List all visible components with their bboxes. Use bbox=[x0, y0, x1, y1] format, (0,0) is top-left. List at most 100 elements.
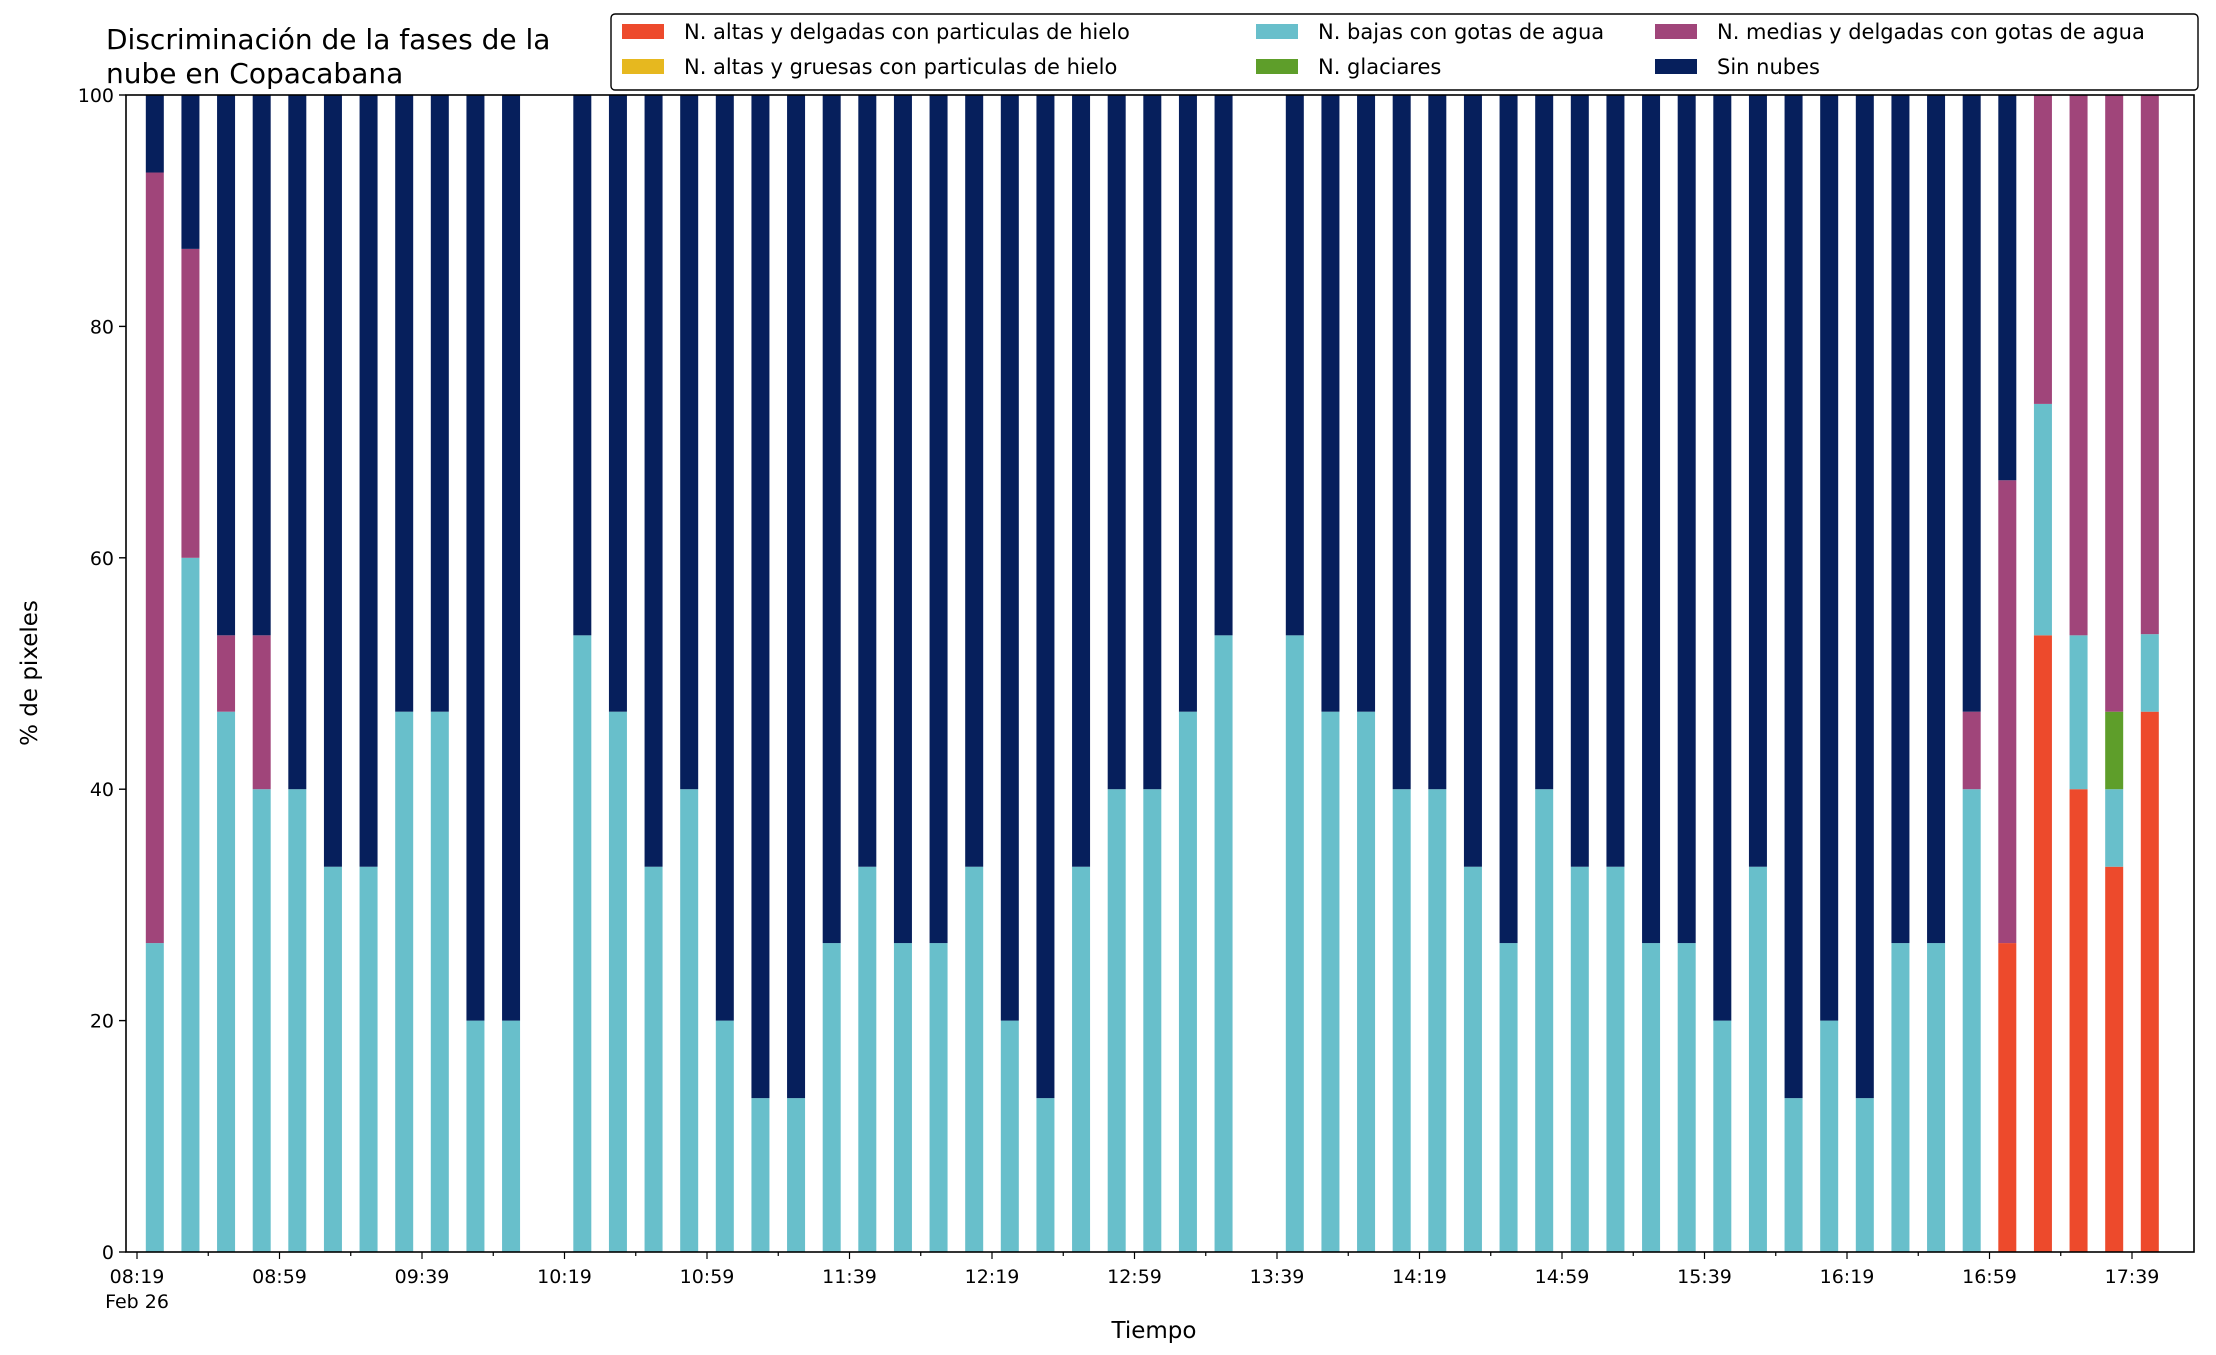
bar-segment-1414-s5 bbox=[1392, 95, 1411, 790]
bar-segment-0924-s5 bbox=[359, 95, 378, 867]
bar-segment-1254-s5 bbox=[1107, 95, 1126, 790]
bar-segment-1304-s2 bbox=[1143, 789, 1162, 1252]
y-axis: 0 20 40 60 80 100 bbox=[78, 85, 126, 1264]
x-tick-label: 13:39 bbox=[1250, 1266, 1305, 1288]
bar-segment-1614-s2 bbox=[1820, 1020, 1839, 1252]
bar-segment-1704-s4 bbox=[1998, 480, 2017, 944]
bar-segment-1744-s2 bbox=[2140, 634, 2159, 712]
bar-segment-1214-s5 bbox=[965, 95, 984, 867]
bar-segment-1534-s5 bbox=[1677, 95, 1696, 944]
bar-segment-1234-s2 bbox=[1036, 1098, 1055, 1252]
bar-segment-1654-s4 bbox=[1962, 711, 1981, 790]
bar-segment-1734-s0 bbox=[2105, 866, 2124, 1252]
x-tick-label: 08:59 bbox=[252, 1266, 307, 1288]
bar-segment-1704-s0 bbox=[1998, 943, 2017, 1252]
bar-segment-1434-s2 bbox=[1463, 866, 1482, 1252]
bar-segment-1054-s5 bbox=[680, 95, 699, 790]
bar-segment-1214-s2 bbox=[965, 866, 984, 1252]
bar-segment-0844-s4 bbox=[217, 635, 236, 712]
bar-segment-0844-s2 bbox=[217, 711, 236, 1252]
bar-segment-1714-s0 bbox=[2033, 635, 2052, 1252]
y-tick-label: 0 bbox=[102, 1242, 114, 1264]
x-tick-label: 14:19 bbox=[1392, 1266, 1447, 1288]
bar-segment-1244-s5 bbox=[1072, 95, 1091, 867]
bar-segment-1304-s5 bbox=[1143, 95, 1162, 790]
bar-segment-1114-s2 bbox=[751, 1098, 770, 1252]
bar-segment-1614-s5 bbox=[1820, 95, 1839, 1021]
bar-segment-1344-s5 bbox=[1285, 95, 1304, 636]
x-tick-label: 15:39 bbox=[1677, 1266, 1732, 1288]
bar-segment-1044-s5 bbox=[644, 95, 663, 867]
bar-segment-0834-s4 bbox=[181, 248, 200, 558]
bar-segment-1524-s5 bbox=[1642, 95, 1661, 944]
bar-segment-1104-s2 bbox=[715, 1020, 734, 1252]
bar-segment-0824-s4 bbox=[145, 172, 164, 944]
bar-segment-1554-s2 bbox=[1748, 866, 1767, 1252]
legend: N. altas y delgadas con particulas de hi… bbox=[610, 13, 2199, 91]
bar-segment-1624-s5 bbox=[1855, 95, 1874, 1099]
legend-label: N. altas y gruesas con particulas de hie… bbox=[684, 55, 1117, 79]
bar-segment-1624-s2 bbox=[1855, 1098, 1874, 1252]
bar-segment-0914-s5 bbox=[323, 95, 342, 867]
bar-segment-0854-s5 bbox=[252, 95, 271, 636]
bar-segment-1454-s5 bbox=[1535, 95, 1554, 790]
y-tick-label: 40 bbox=[90, 779, 114, 801]
plot-frame bbox=[125, 94, 2195, 1253]
bar-segment-1654-s5 bbox=[1962, 95, 1981, 712]
bar-segment-1024-s2 bbox=[573, 635, 592, 1252]
legend-label: N. bajas con gotas de agua bbox=[1318, 20, 1604, 44]
x-tick-label: 16:59 bbox=[1962, 1266, 2017, 1288]
x-tick-label: 11:39 bbox=[822, 1266, 877, 1288]
bar-segment-1544-s2 bbox=[1713, 1020, 1732, 1252]
x-tick-label: 14:59 bbox=[1535, 1266, 1590, 1288]
x-tick-label: 09:39 bbox=[395, 1266, 450, 1288]
bar-segment-1044-s2 bbox=[644, 866, 663, 1252]
bar-segment-1714-s2 bbox=[2033, 403, 2052, 636]
bar-segment-1444-s2 bbox=[1499, 943, 1518, 1252]
bar-segment-1134-s5 bbox=[822, 95, 841, 944]
x-axis: 08:19 08:59 09:39 10:19 10:59 11:39 12:19 12:59… bbox=[105, 1252, 2159, 1313]
bar-segment-1404-s2 bbox=[1357, 711, 1376, 1252]
bar-segment-1034-s2 bbox=[608, 711, 627, 1252]
bar-segment-1154-s5 bbox=[893, 95, 912, 944]
bar-segment-1654-s2 bbox=[1962, 789, 1981, 1252]
bar-segment-1634-s2 bbox=[1891, 943, 1910, 1252]
bar-segment-1744-s4 bbox=[2140, 95, 2159, 635]
bar-segment-1424-s2 bbox=[1428, 789, 1447, 1252]
bar-segment-1414-s2 bbox=[1392, 789, 1411, 1252]
legend-swatch bbox=[622, 24, 664, 39]
bar-segment-1224-s5 bbox=[1000, 95, 1019, 1021]
bar-segment-1324-s2 bbox=[1214, 635, 1233, 1252]
bar-segment-1514-s5 bbox=[1606, 95, 1625, 867]
bar-segment-1604-s5 bbox=[1784, 95, 1803, 1099]
legend-swatch bbox=[1655, 24, 1697, 39]
bars-layer bbox=[145, 95, 2159, 1252]
bar-segment-1444-s5 bbox=[1499, 95, 1518, 944]
bar-segment-0824-s5 bbox=[145, 95, 164, 173]
bar-segment-1204-s5 bbox=[929, 95, 948, 944]
bar-segment-1604-s2 bbox=[1784, 1098, 1803, 1252]
bar-segment-1054-s2 bbox=[680, 789, 699, 1252]
bar-segment-1234-s5 bbox=[1036, 95, 1055, 1099]
x-tick-label: 12:19 bbox=[965, 1266, 1020, 1288]
bar-segment-1004-s2 bbox=[502, 1020, 521, 1252]
bar-segment-0934-s5 bbox=[395, 95, 414, 712]
bar-segment-1144-s5 bbox=[858, 95, 877, 867]
bar-segment-1644-s5 bbox=[1927, 95, 1946, 944]
x-tick-label: 10:19 bbox=[537, 1266, 592, 1288]
bar-segment-0904-s5 bbox=[288, 95, 307, 790]
x-tick-label: 12:59 bbox=[1107, 1266, 1162, 1288]
bar-segment-0954-s5 bbox=[466, 95, 485, 1021]
bar-segment-1134-s2 bbox=[822, 943, 841, 1252]
bar-segment-0854-s2 bbox=[252, 789, 271, 1252]
chart-title-line-2: nube en Copacabana bbox=[106, 57, 403, 90]
bar-segment-1324-s5 bbox=[1214, 95, 1233, 636]
bar-segment-1024-s5 bbox=[573, 95, 592, 636]
x-tick-label: 16:19 bbox=[1820, 1266, 1875, 1288]
bar-segment-1704-s5 bbox=[1998, 95, 2017, 481]
bar-segment-1124-s5 bbox=[787, 95, 806, 1099]
bar-segment-1434-s5 bbox=[1463, 95, 1482, 867]
bar-segment-1154-s2 bbox=[893, 943, 912, 1252]
